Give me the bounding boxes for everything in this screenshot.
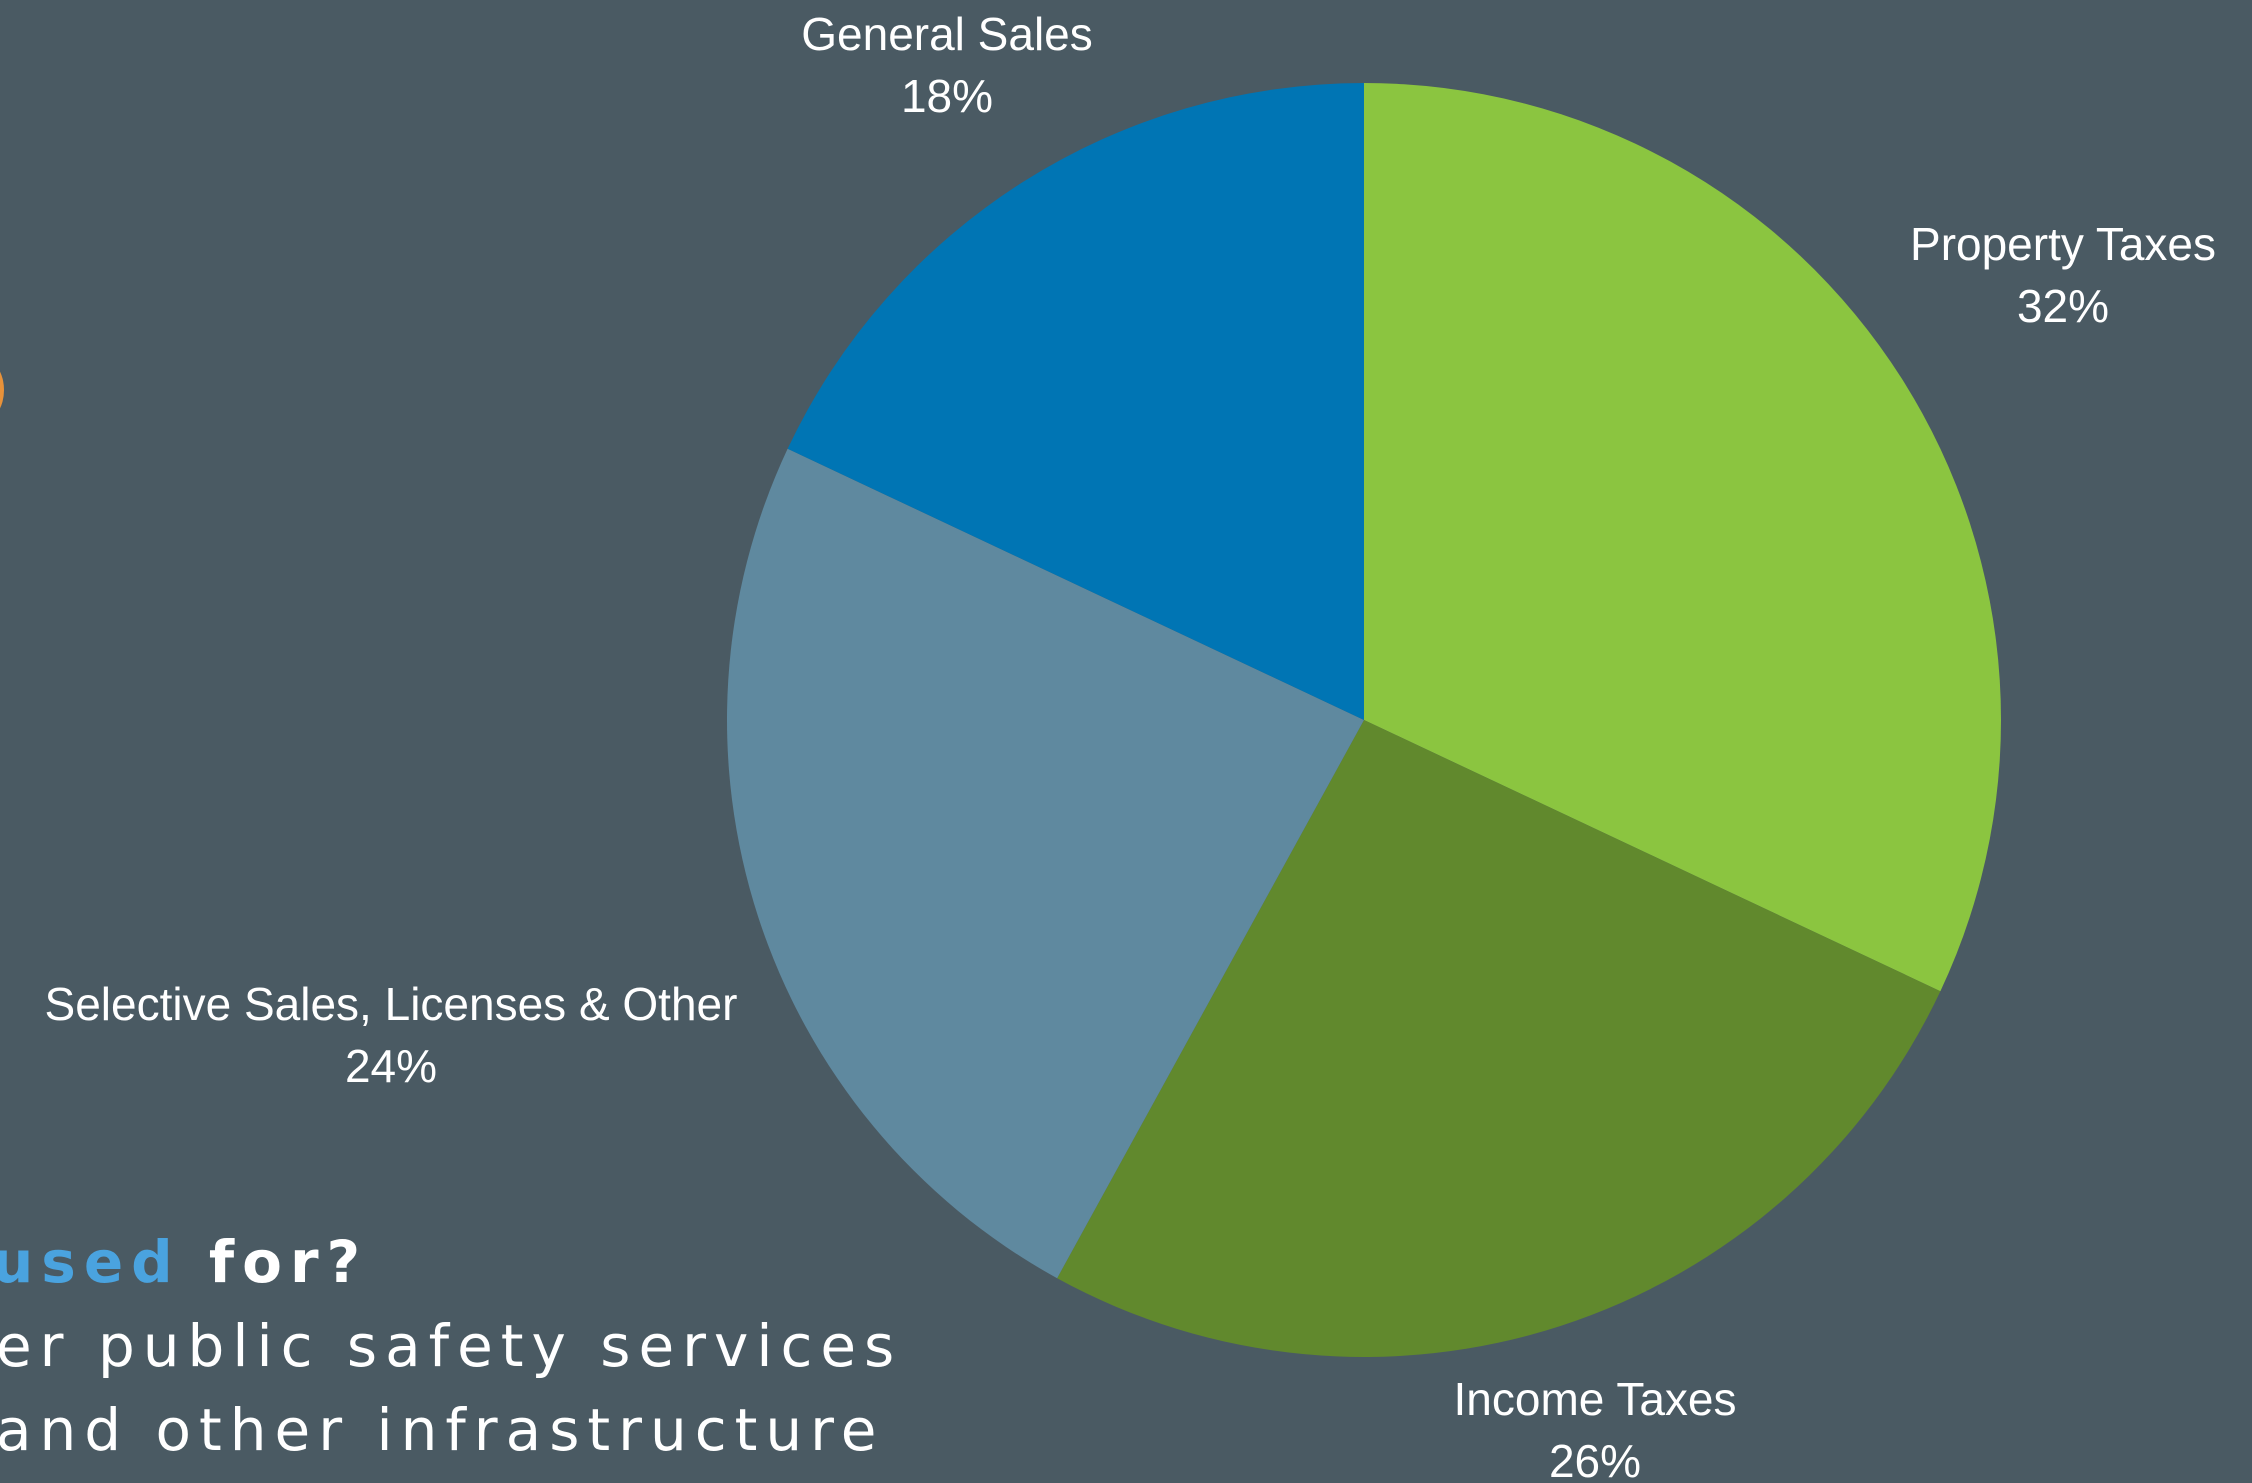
orange-circle-mark — [0, 360, 4, 420]
slice-label-selective-sales-licenses-other: Selective Sales, Licenses & Other — [45, 978, 738, 1030]
pie-slice-selective-sales-licenses-other — [726, 448, 1364, 1279]
pie-slice-property-taxes — [1364, 83, 2001, 992]
slice-value-general-sales: 18% — [901, 70, 993, 122]
slice-label-general-sales: General Sales — [801, 8, 1093, 60]
bullet-line-infrastructure: and other infrastructure — [0, 1396, 885, 1464]
question-rest: for? — [180, 1228, 369, 1296]
question-line: used for? — [0, 1228, 368, 1296]
slice-value-income-taxes: 26% — [1549, 1435, 1641, 1483]
pie-slice-income-taxes — [1057, 720, 1941, 1358]
slice-value-selective-sales-licenses-other: 24% — [345, 1040, 437, 1092]
slice-label-income-taxes: Income Taxes — [1454, 1373, 1737, 1425]
question-accent-word: used — [0, 1228, 181, 1296]
slice-value-property-taxes: 32% — [2017, 280, 2109, 332]
slice-label-property-taxes: Property Taxes — [1910, 218, 2216, 270]
bullet-line-public-safety: er public safety services — [0, 1312, 903, 1380]
pie-slice-general-sales — [787, 83, 1364, 720]
